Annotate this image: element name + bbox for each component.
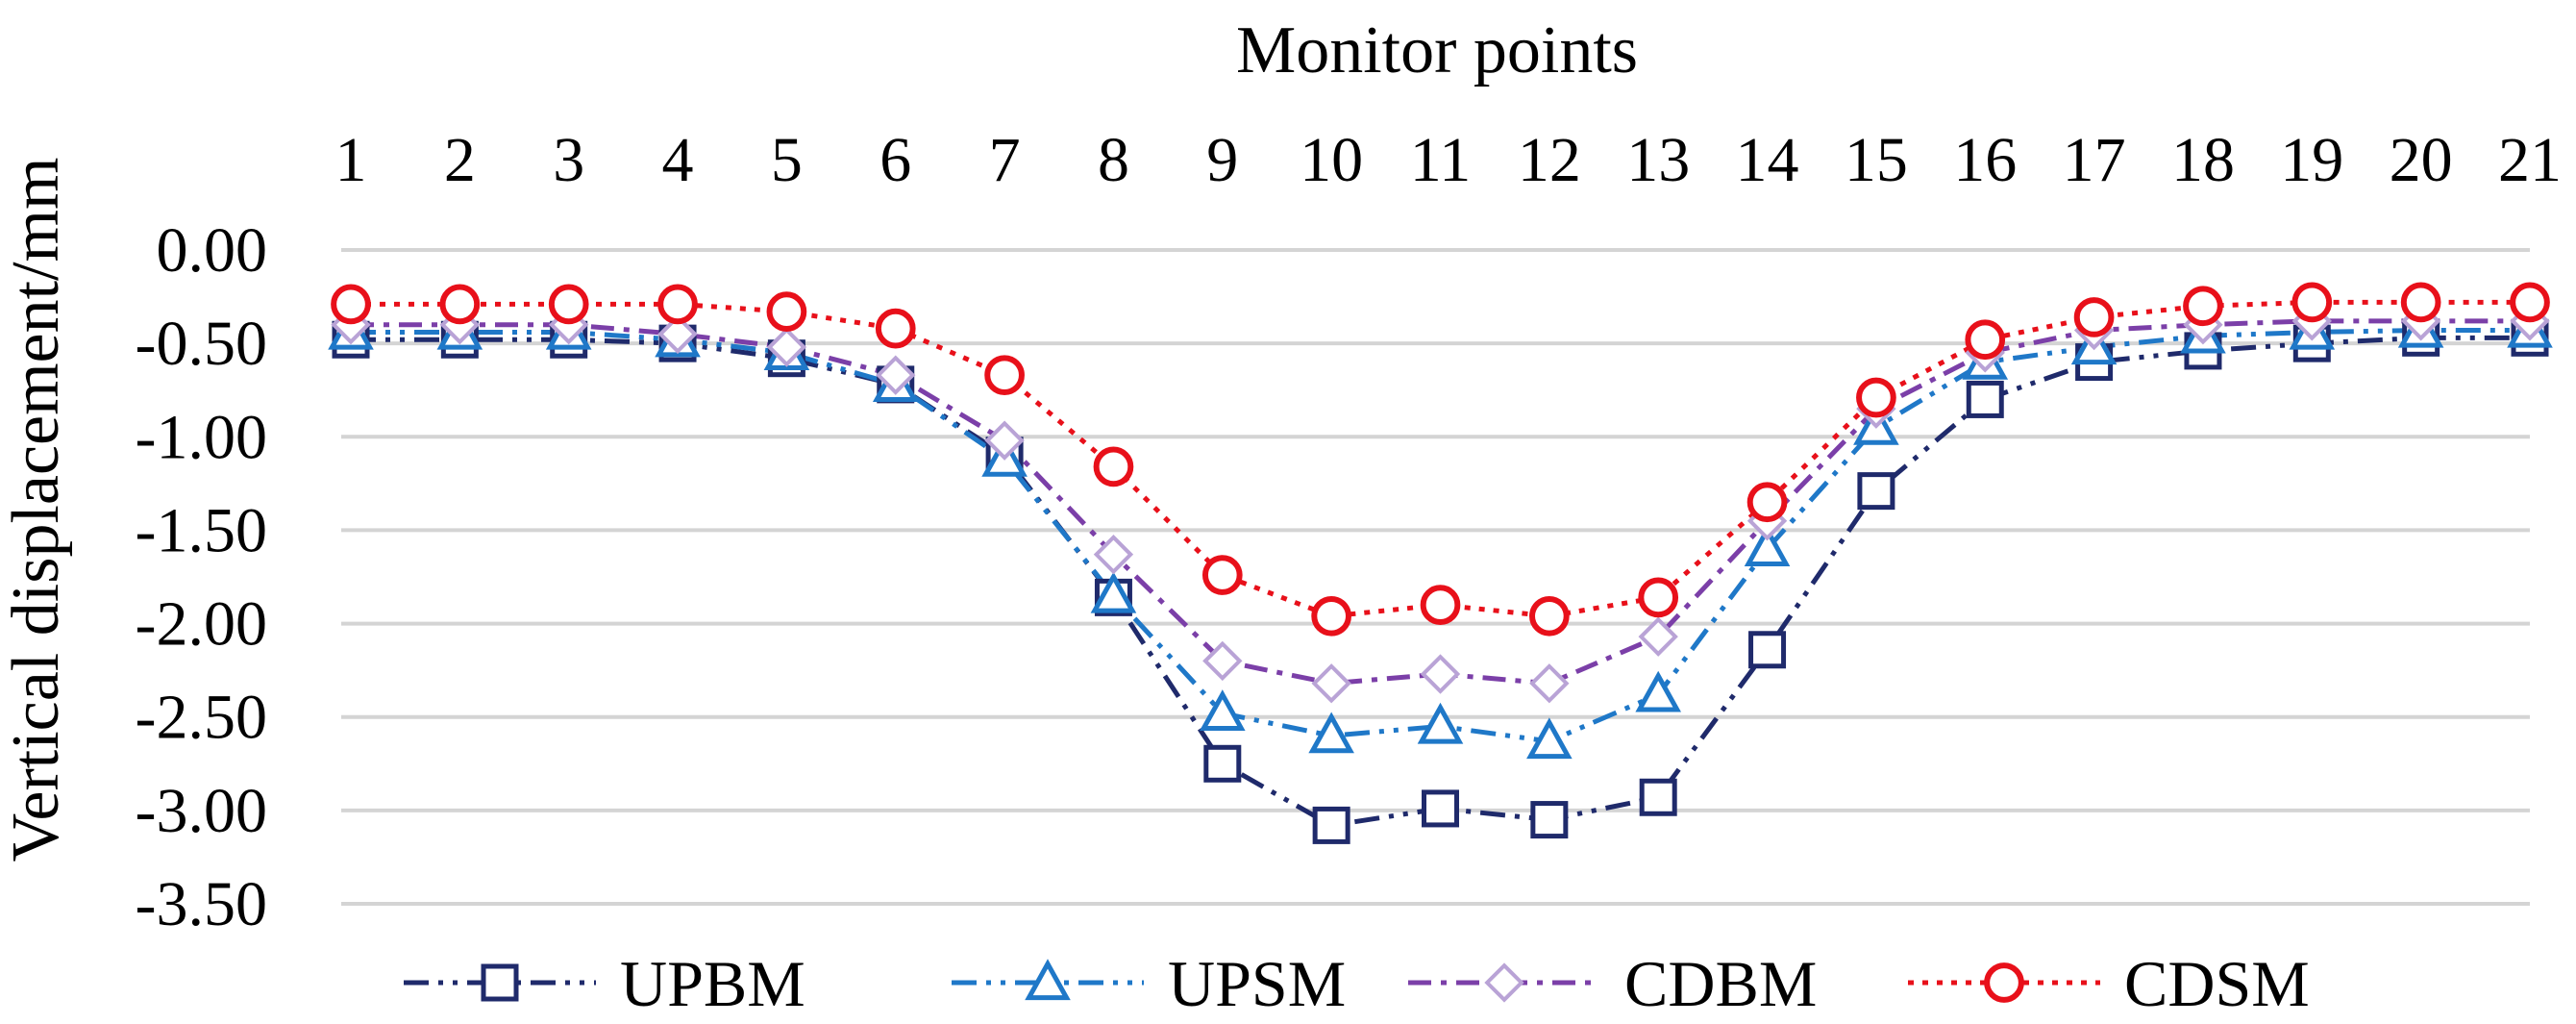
data-point-upbm bbox=[1639, 778, 1677, 816]
data-point-cdbm bbox=[1420, 654, 1461, 694]
data-point-cdbm bbox=[657, 313, 698, 355]
x-tick-label: 20 bbox=[2390, 125, 2453, 195]
series-lines bbox=[351, 299, 2530, 828]
x-tick-label: 17 bbox=[2063, 125, 2126, 195]
data-point-upbm bbox=[1203, 744, 1242, 783]
y-tick-label: -1.50 bbox=[136, 495, 267, 565]
markers-cdsm bbox=[331, 282, 2550, 637]
series-line-cdbm bbox=[351, 318, 2530, 687]
data-point-cdbm bbox=[876, 355, 916, 395]
x-tick-label: 6 bbox=[879, 125, 911, 195]
data-point-cdsm bbox=[1311, 595, 1352, 637]
data-point-cdsm bbox=[984, 355, 1025, 396]
x-axis-title: Monitor points bbox=[1236, 13, 1638, 87]
markers-upbm bbox=[332, 318, 2549, 844]
x-tick-labels: 1 2 3 4 5 6 7 8 9 10 11 12 13 14 15 16 17 18 19 20 21 bbox=[335, 125, 2563, 195]
data-point-cdsm bbox=[657, 284, 698, 325]
data-point-cdbm bbox=[1638, 616, 1678, 657]
data-point-cdsm bbox=[548, 284, 589, 325]
y-tick-label: -0.50 bbox=[136, 309, 267, 379]
y-tick-label: -3.50 bbox=[136, 869, 267, 939]
data-point-cdbm bbox=[1529, 663, 1570, 704]
legend-marker bbox=[1025, 959, 1071, 1001]
series-markers bbox=[328, 282, 2553, 844]
legend-marker bbox=[1984, 962, 2024, 1003]
data-point-cdsm bbox=[1529, 595, 1570, 637]
legend: UPBM UPSM CDBM CDSM bbox=[404, 947, 2310, 1020]
data-point-cdsm bbox=[1638, 577, 1679, 618]
legend-label: CDBM bbox=[1624, 947, 1817, 1020]
data-point-upsm bbox=[1090, 571, 1137, 613]
data-point-cdsm bbox=[875, 308, 916, 349]
x-tick-label: 19 bbox=[2280, 125, 2343, 195]
x-tick-label: 9 bbox=[1206, 125, 1238, 195]
legend-label: UPBM bbox=[620, 947, 805, 1020]
x-tick-label: 2 bbox=[444, 125, 476, 195]
x-tick-label: 8 bbox=[1098, 125, 1129, 195]
data-point-cdbm bbox=[1311, 663, 1351, 704]
data-point-cdsm bbox=[2291, 282, 2333, 323]
data-point-cdsm bbox=[1856, 377, 1896, 418]
data-point-upbm bbox=[1857, 472, 1895, 511]
data-point-upbm bbox=[1422, 789, 1459, 828]
x-tick-label: 16 bbox=[1953, 125, 2017, 195]
data-point-cdbm bbox=[766, 327, 807, 367]
y-tick-label: -1.00 bbox=[136, 402, 267, 472]
data-point-cdsm bbox=[2510, 282, 2550, 323]
legend-marker bbox=[1484, 962, 1524, 1003]
x-tick-label: 11 bbox=[1410, 125, 1472, 195]
x-tick-label: 5 bbox=[771, 125, 803, 195]
y-axis-title: Vertical displacement/mm bbox=[0, 158, 73, 862]
data-point-upsm bbox=[1308, 712, 1354, 754]
data-point-upsm bbox=[1526, 717, 1573, 760]
data-point-cdsm bbox=[1965, 319, 2006, 361]
x-tick-label: 14 bbox=[1736, 125, 1799, 195]
legend-item-upbm: UPBM bbox=[404, 947, 805, 1020]
legend-label: UPSM bbox=[1168, 947, 1346, 1020]
data-point-cdsm bbox=[1093, 446, 1134, 487]
data-point-cdsm bbox=[766, 291, 807, 332]
x-tick-label: 1 bbox=[335, 125, 367, 195]
data-point-upsm bbox=[1744, 525, 1791, 566]
y-tick-label: -3.00 bbox=[136, 776, 267, 846]
legend-item-upsm: UPSM bbox=[952, 947, 1346, 1020]
data-point-upsm bbox=[1635, 670, 1681, 712]
y-tick-label: 0.00 bbox=[157, 215, 268, 286]
x-tick-label: 13 bbox=[1626, 125, 1690, 195]
data-point-cdsm bbox=[2073, 297, 2115, 337]
y-tick-labels: 0.00 -0.50 -1.00 -1.50 -2.00 -2.50 -3.00 -3.50 bbox=[136, 215, 267, 939]
data-point-upbm bbox=[1530, 801, 1569, 839]
data-point-upbm bbox=[1312, 806, 1350, 844]
data-point-cdbm bbox=[1202, 640, 1243, 682]
data-point-cdsm bbox=[2400, 282, 2441, 323]
y-tick-label: -2.50 bbox=[136, 683, 267, 753]
x-tick-label: 15 bbox=[1845, 125, 1908, 195]
x-tick-label: 3 bbox=[553, 125, 584, 195]
data-point-cdbm bbox=[1093, 535, 1134, 575]
x-tick-label: 7 bbox=[989, 125, 1021, 195]
data-point-cdsm bbox=[2183, 286, 2223, 327]
data-point-upsm bbox=[1200, 689, 1246, 731]
x-tick-label: 10 bbox=[1300, 125, 1363, 195]
legend-item-cdbm: CDBM bbox=[1408, 947, 1817, 1020]
x-tick-label: 18 bbox=[2171, 125, 2235, 195]
data-point-cdsm bbox=[331, 284, 371, 325]
legend-marker bbox=[481, 963, 519, 1002]
data-point-upbm bbox=[1966, 380, 2004, 418]
x-tick-label: 12 bbox=[1518, 125, 1581, 195]
data-point-cdbm bbox=[984, 420, 1025, 461]
data-point-cdsm bbox=[1201, 555, 1243, 595]
data-point-cdsm bbox=[439, 284, 481, 325]
data-point-upsm bbox=[1417, 702, 1464, 744]
series-line-upbm bbox=[351, 335, 2530, 828]
legend-item-cdsm: CDSM bbox=[1908, 947, 2310, 1020]
y-tick-label: -2.00 bbox=[136, 589, 267, 660]
x-tick-label: 21 bbox=[2498, 125, 2562, 195]
data-point-cdsm bbox=[1746, 482, 1788, 523]
x-tick-label: 4 bbox=[662, 125, 694, 195]
data-point-upbm bbox=[1748, 631, 1787, 669]
legend-label: CDSM bbox=[2124, 947, 2310, 1020]
data-point-cdsm bbox=[1420, 585, 1461, 625]
